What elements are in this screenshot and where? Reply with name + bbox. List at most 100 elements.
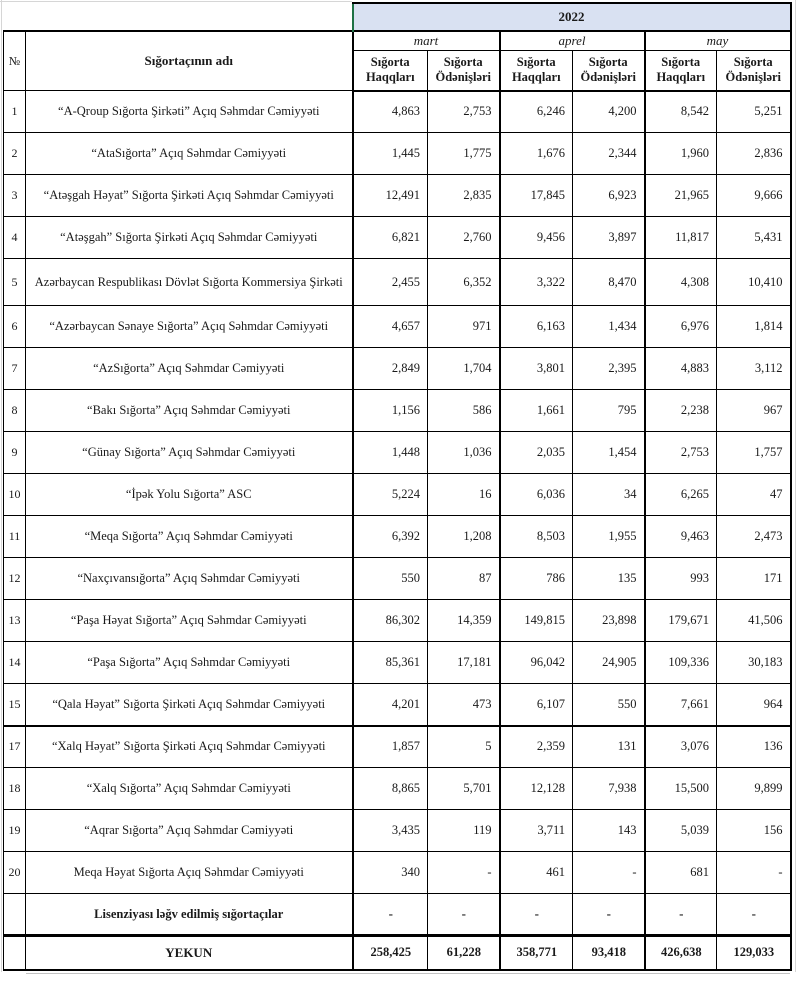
value-cell: 550 bbox=[572, 683, 645, 726]
row-number-cell: 10 bbox=[3, 473, 26, 516]
company-name-cell: “Meqa Sığorta” Açıq Səhmdar Cəmiyyəti bbox=[25, 515, 353, 558]
table-row: 3 “Atəşgah Həyat” Sığorta Şirkəti Açıq Sə… bbox=[3, 174, 792, 217]
row-number-cell: 18 bbox=[3, 767, 26, 810]
value-cell: 4,657 bbox=[351, 305, 428, 348]
value-cell: 1,445 bbox=[351, 132, 428, 175]
sheet-gridline-bottom bbox=[26, 973, 790, 974]
value-cell: 17,181 bbox=[427, 641, 500, 684]
company-name-cell: “Xalq Həyat” Sığorta Şirkəti Açıq Səhmda… bbox=[25, 724, 353, 768]
value-cell: 9,463 bbox=[643, 515, 717, 558]
total-label: YEKUN bbox=[25, 934, 353, 971]
company-name-cell: “Bakı Sığorta” Açıq Səhmdar Cəmiyyəti bbox=[25, 389, 353, 432]
company-name-cell: “Atəşgah” Sığorta Şirkəti Açıq Səhmdar C… bbox=[25, 216, 353, 259]
value-cell: 4,200 bbox=[572, 90, 645, 133]
value-cell: 3,711 bbox=[498, 809, 573, 852]
row-number-cell: 11 bbox=[3, 515, 26, 558]
value-cell: - bbox=[498, 893, 573, 936]
value-cell: 1,704 bbox=[427, 347, 500, 390]
total-value-cell: 258,425 bbox=[351, 934, 428, 971]
value-cell: 795 bbox=[572, 389, 645, 432]
row-number-cell: 14 bbox=[3, 641, 26, 684]
sheet-gridline-right bbox=[795, 0, 796, 972]
value-cell: 5,039 bbox=[643, 809, 717, 852]
company-name-cell: “İpək Yolu Sığorta” ASC bbox=[25, 473, 353, 516]
col-header-number: № bbox=[3, 30, 26, 91]
col-header-claims-may: Sığorta Ödənişləri bbox=[716, 50, 792, 92]
value-cell: 17,845 bbox=[498, 174, 573, 217]
sheet-gridline-left bbox=[1, 0, 2, 972]
value-cell: 3,112 bbox=[716, 347, 792, 390]
year-header-row: 2022 bbox=[3, 2, 792, 32]
value-cell: 119 bbox=[427, 809, 500, 852]
company-name-cell: “Azərbaycan Sənaye Sığorta” Açıq Səhmdar… bbox=[25, 305, 353, 348]
value-cell: 967 bbox=[716, 389, 792, 432]
table-row: 15 “Qala Həyat” Sığorta Şirkəti Açıq Səhm… bbox=[3, 683, 792, 726]
row-number-cell: 17 bbox=[3, 724, 26, 768]
value-cell: 15,500 bbox=[643, 767, 717, 810]
value-cell: 11,817 bbox=[643, 216, 717, 259]
value-cell: 3,322 bbox=[498, 258, 573, 306]
value-cell: 7,661 bbox=[643, 683, 717, 726]
value-cell: 171 bbox=[716, 557, 792, 600]
value-cell: 2,035 bbox=[498, 431, 573, 474]
row-number-cell: 7 bbox=[3, 347, 26, 390]
row-number-cell: 15 bbox=[3, 683, 26, 726]
value-cell: 136 bbox=[716, 724, 792, 768]
value-cell: 1,208 bbox=[427, 515, 500, 558]
row-number-cell: 3 bbox=[3, 174, 26, 217]
value-cell: 1,955 bbox=[572, 515, 645, 558]
company-name-cell: “Qala Həyat” Sığorta Şirkəti Açıq Səhmda… bbox=[25, 683, 353, 726]
value-cell: 2,395 bbox=[572, 347, 645, 390]
value-cell: - bbox=[572, 851, 645, 894]
row-number-cell: 19 bbox=[3, 809, 26, 852]
total-value-cell: 61,228 bbox=[427, 934, 500, 971]
cancelled-licenses-row: Lisenziyası ləğv edilmiş sığortaçılar - … bbox=[3, 893, 792, 936]
value-cell: 4,308 bbox=[643, 258, 717, 306]
sheet-gridline-top bbox=[0, 1, 352, 2]
value-cell: 3,435 bbox=[351, 809, 428, 852]
value-cell: 24,905 bbox=[572, 641, 645, 684]
value-cell: 2,455 bbox=[351, 258, 428, 306]
value-cell: 2,760 bbox=[427, 216, 500, 259]
company-name-cell: “Xalq Sığorta” Açıq Səhmdar Cəmiyyəti bbox=[25, 767, 353, 810]
value-cell: 10,410 bbox=[716, 258, 792, 306]
value-cell: 9,899 bbox=[716, 767, 792, 810]
company-name-cell: Azərbaycan Respublikası Dövlət Sığorta K… bbox=[25, 258, 353, 306]
value-cell: 8,503 bbox=[498, 515, 573, 558]
row-number-cell: 20 bbox=[3, 851, 26, 894]
value-cell: 1,676 bbox=[498, 132, 573, 175]
value-cell: 2,473 bbox=[716, 515, 792, 558]
value-cell: 5,701 bbox=[427, 767, 500, 810]
value-cell: 3,801 bbox=[498, 347, 573, 390]
value-cell: 5,431 bbox=[716, 216, 792, 259]
value-cell: 34 bbox=[572, 473, 645, 516]
company-name-cell: “AtaSığorta” Açıq Səhmdar Cəmiyyəti bbox=[25, 132, 353, 175]
value-cell: 6,036 bbox=[498, 473, 573, 516]
col-header-company-name: Sığortaçının adı bbox=[25, 30, 353, 91]
value-cell: 179,671 bbox=[643, 599, 717, 642]
value-cell: - bbox=[427, 851, 500, 894]
total-value-cell: 426,638 bbox=[643, 934, 717, 971]
table-row: 5 Azərbaycan Respublikası Dövlət Sığorta … bbox=[3, 258, 792, 306]
value-cell: 2,836 bbox=[716, 132, 792, 175]
table-row: 17 “Xalq Həyat” Sığorta Şirkəti Açıq Səhm… bbox=[3, 724, 792, 768]
blank-corner-cell bbox=[3, 3, 353, 31]
value-cell: 12,128 bbox=[498, 767, 573, 810]
value-cell: 1,857 bbox=[351, 724, 428, 768]
table-row: 7 “AzSığorta” Açıq Səhmdar Cəmiyyəti 2,849… bbox=[3, 347, 792, 390]
value-cell: 1,757 bbox=[716, 431, 792, 474]
table-row: 14 “Paşa Sığorta” Açıq Səhmdar Cəmiyyəti 8… bbox=[3, 641, 792, 684]
cancelled-licenses-label: Lisenziyası ləğv edilmiş sığortaçılar bbox=[25, 893, 353, 936]
company-name-cell: “AzSığorta” Açıq Səhmdar Cəmiyyəti bbox=[25, 347, 353, 390]
value-cell: 6,976 bbox=[643, 305, 717, 348]
total-value-cell: 93,418 bbox=[572, 934, 645, 971]
value-cell: 964 bbox=[716, 683, 792, 726]
value-cell: 1,036 bbox=[427, 431, 500, 474]
col-header-month-mart: mart bbox=[351, 30, 500, 51]
col-header-month-aprel: aprel bbox=[498, 30, 645, 51]
row-number-cell: 8 bbox=[3, 389, 26, 432]
row-number-cell: 6 bbox=[3, 305, 26, 348]
col-header-premiums-aprel: Sığorta Haqqları bbox=[498, 50, 573, 92]
row-number-cell: 12 bbox=[3, 557, 26, 600]
